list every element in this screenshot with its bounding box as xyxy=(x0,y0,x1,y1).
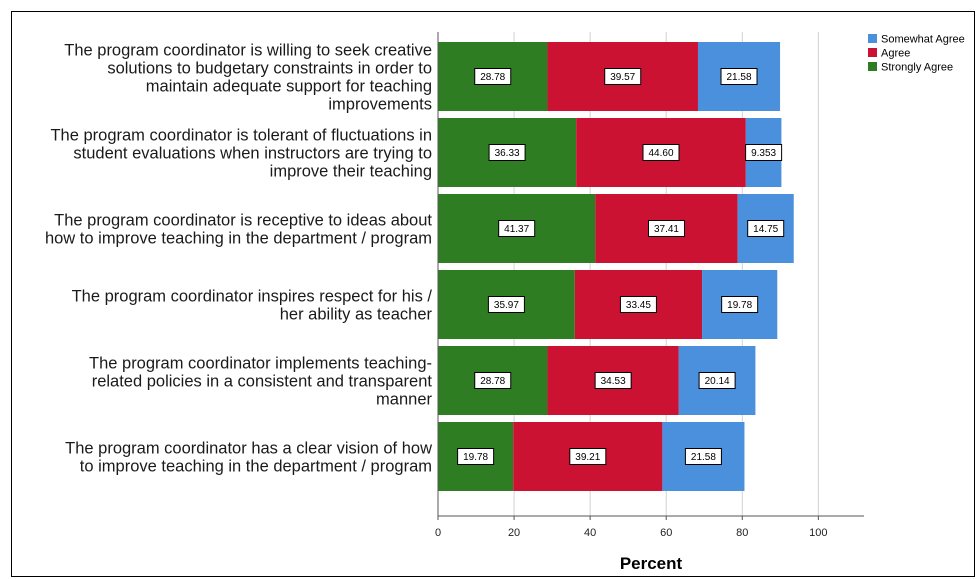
data-label-somewhat-agree-5: 20.14 xyxy=(705,376,730,387)
data-label-strongly-agree-2: 36.33 xyxy=(495,148,520,159)
legend-label-strongly-agree: Strongly Agree xyxy=(881,62,953,74)
legend-swatch-agree xyxy=(868,48,877,57)
data-label-agree-1: 39.57 xyxy=(610,72,635,83)
category-label-6: The program coordinator has a clear visi… xyxy=(65,440,432,476)
x-tick-label-20: 20 xyxy=(508,527,520,539)
data-label-box-agree-1 xyxy=(604,68,642,85)
data-label-box-strongly-agree-4 xyxy=(487,296,525,313)
legend-swatch-somewhat-agree xyxy=(868,34,877,43)
data-label-box-somewhat-agree-2 xyxy=(745,144,783,161)
data-label-strongly-agree-4: 35.97 xyxy=(494,300,519,311)
data-label-somewhat-agree-6: 21.58 xyxy=(691,452,716,463)
category-label-2: The program coordinator is tolerant of f… xyxy=(50,127,432,181)
x-tick-label-0: 0 xyxy=(435,527,441,539)
data-labels: 28.78 39.57 21.58 36.33 44.60 9.353 41.37 37.41… xyxy=(457,68,785,465)
data-label-box-somewhat-agree-1 xyxy=(720,68,758,85)
data-label-box-strongly-agree-6 xyxy=(457,448,495,465)
category-label-3: The program coordinator is receptive to … xyxy=(45,212,432,248)
data-label-box-somewhat-agree-3 xyxy=(747,220,785,237)
data-label-box-strongly-agree-5 xyxy=(474,372,512,389)
legend-label-somewhat-agree: Somewhat Agree xyxy=(881,34,965,46)
data-label-agree-6: 39.21 xyxy=(575,452,600,463)
data-label-box-somewhat-agree-5 xyxy=(698,372,736,389)
data-label-agree-2: 44.60 xyxy=(648,148,673,159)
data-label-strongly-agree-1: 28.78 xyxy=(480,72,505,83)
legend: Somewhat Agree Agree Strongly Agree xyxy=(868,34,965,74)
legend-swatch-strongly-agree xyxy=(868,62,877,71)
data-label-box-somewhat-agree-6 xyxy=(684,448,722,465)
data-label-box-agree-6 xyxy=(569,448,607,465)
x-tick-label-60: 60 xyxy=(660,527,672,539)
data-label-somewhat-agree-3: 14.75 xyxy=(753,224,778,235)
x-axis: 0 20 40 60 80 100 xyxy=(435,32,864,539)
category-labels: The program coordinator is willing to se… xyxy=(45,42,433,476)
legend-label-agree: Agree xyxy=(881,48,910,60)
data-label-agree-3: 37.41 xyxy=(654,224,679,235)
data-label-agree-4: 33.45 xyxy=(626,300,651,311)
x-tick-label-100: 100 xyxy=(809,527,827,539)
category-label-5: The program coordinator implements teach… xyxy=(89,355,432,409)
data-label-box-strongly-agree-2 xyxy=(488,144,526,161)
data-label-strongly-agree-3: 41.37 xyxy=(504,224,529,235)
category-label-4: The program coordinator inspires respect… xyxy=(72,288,433,324)
data-label-box-agree-4 xyxy=(619,296,657,313)
data-label-box-strongly-agree-1 xyxy=(474,68,512,85)
category-label-1: The program coordinator is willing to se… xyxy=(64,42,432,114)
data-label-somewhat-agree-2: 9.353 xyxy=(751,148,776,159)
data-label-agree-5: 34.53 xyxy=(601,376,626,387)
x-tick-label-80: 80 xyxy=(736,527,748,539)
data-label-box-agree-2 xyxy=(642,144,680,161)
x-axis-title: Percent xyxy=(620,554,683,573)
data-label-strongly-agree-5: 28.78 xyxy=(480,376,505,387)
bars xyxy=(438,42,794,491)
data-label-somewhat-agree-1: 21.58 xyxy=(726,72,751,83)
data-label-box-agree-5 xyxy=(594,372,632,389)
x-tick-label-40: 40 xyxy=(584,527,596,539)
data-label-box-strongly-agree-3 xyxy=(498,220,536,237)
data-label-box-agree-3 xyxy=(647,220,685,237)
data-label-somewhat-agree-4: 19.78 xyxy=(727,300,752,311)
data-label-box-somewhat-agree-4 xyxy=(721,296,759,313)
data-label-strongly-agree-6: 19.78 xyxy=(463,452,488,463)
